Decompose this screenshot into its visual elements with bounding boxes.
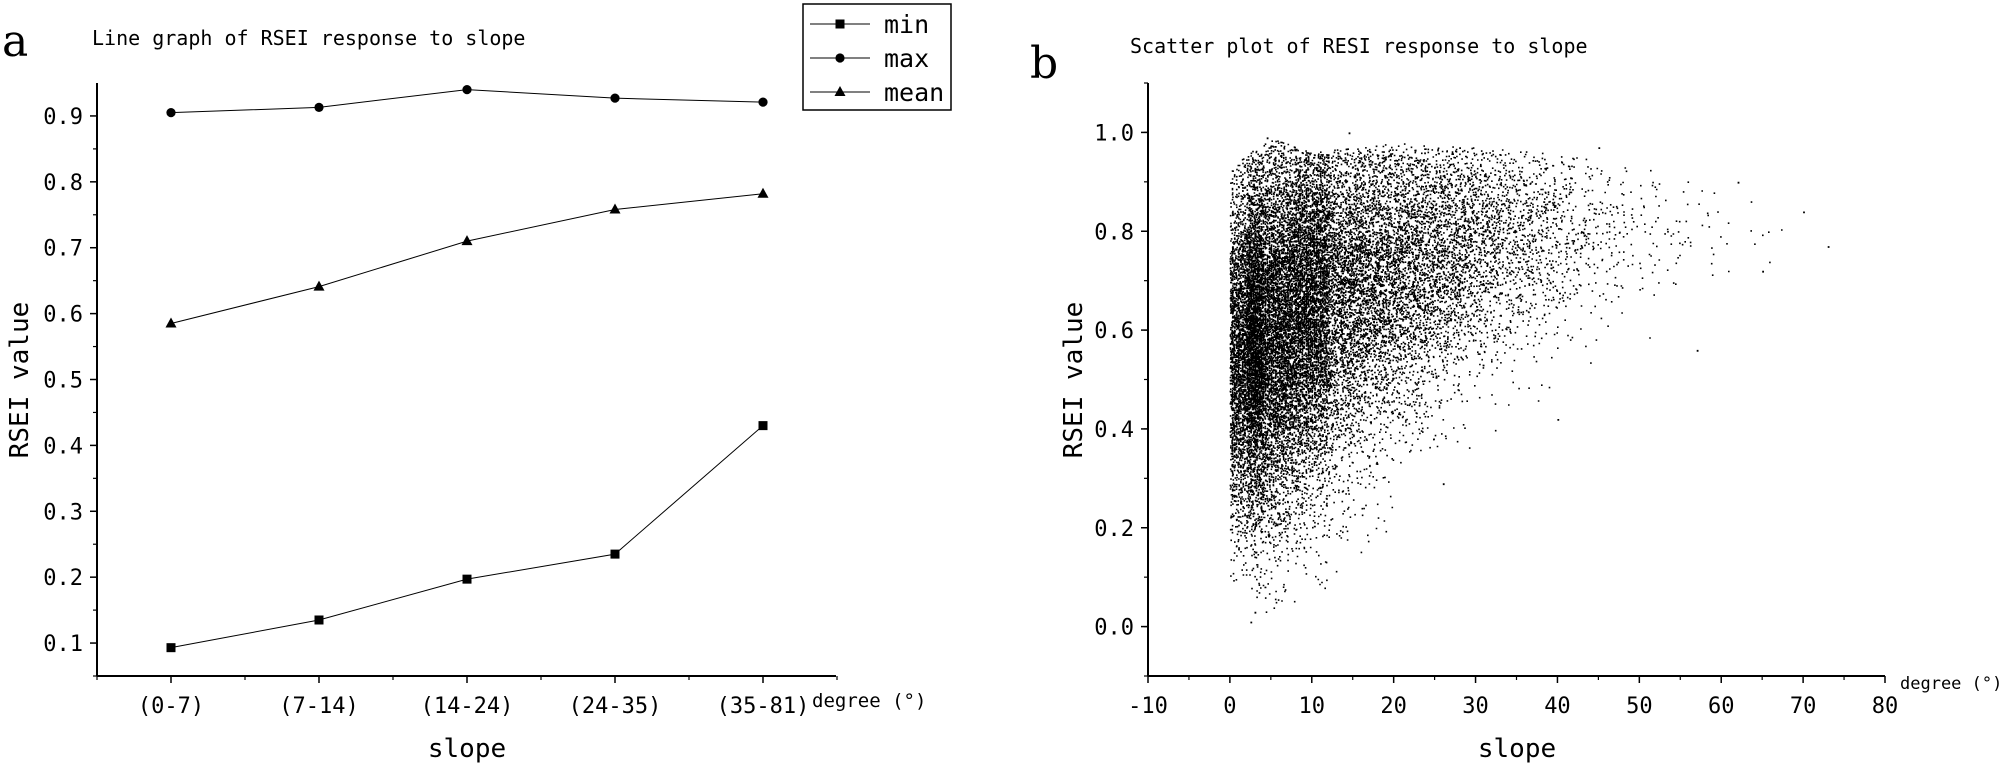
scatter-chart-x-tick-label: 40 bbox=[1544, 694, 1571, 719]
scatter-chart-x-unit: degree (°) bbox=[1900, 674, 2002, 694]
scatter-chart-panel: b Scatter plot of RESI response to slope… bbox=[1030, 34, 2002, 764]
line-chart-y-tick-label: 0.9 bbox=[43, 105, 83, 130]
line-chart-x-axis-title: slope bbox=[428, 734, 506, 764]
line-chart-series bbox=[165, 84, 769, 653]
line-series-mean bbox=[170, 193, 764, 324]
line-point-min bbox=[462, 574, 472, 584]
legend-marker-min bbox=[835, 19, 845, 29]
line-point-mean bbox=[165, 317, 177, 328]
legend-marker-max bbox=[835, 53, 845, 63]
scatter-chart-x-tick-label: 60 bbox=[1708, 694, 1735, 719]
scatter-chart-x-tick-label: 0 bbox=[1223, 694, 1236, 719]
line-chart-x-tick-label: (14-24) bbox=[421, 694, 514, 719]
line-point-max bbox=[462, 84, 472, 95]
line-point-max bbox=[166, 108, 176, 118]
line-point-mean bbox=[313, 280, 325, 291]
line-point-min bbox=[610, 549, 620, 559]
line-chart-panel: a Line graph of RSEI response to slope 0… bbox=[2, 3, 952, 764]
line-chart-y-tick-label: 0.2 bbox=[43, 566, 83, 591]
line-chart-y-tick-label: 0.3 bbox=[43, 500, 83, 525]
line-chart-y-tick-label: 0.6 bbox=[43, 303, 83, 328]
panel-label-a: a bbox=[2, 16, 28, 67]
line-chart-x-tick-label: (24-35) bbox=[569, 694, 662, 719]
scatter-chart-x-tick-label: 20 bbox=[1380, 694, 1407, 719]
legend-label-mean: mean bbox=[884, 78, 944, 107]
line-chart-x-tick-label: (35-81) bbox=[717, 694, 810, 719]
scatter-chart-points bbox=[1229, 132, 1830, 624]
line-chart-y-tick-label: 0.8 bbox=[43, 171, 83, 196]
line-point-max bbox=[314, 102, 324, 112]
scatter-chart-x-axis-title: slope bbox=[1478, 734, 1556, 764]
line-point-mean bbox=[461, 235, 473, 246]
line-point-min bbox=[166, 643, 176, 653]
scatter-chart-y-axis-title: RSEI value bbox=[1059, 302, 1089, 459]
scatter-chart-x-tick-label: 70 bbox=[1790, 694, 1817, 719]
legend-label-max: max bbox=[884, 44, 929, 73]
scatter-chart-axes: 0.0 0.2 0.4 0.6 0.8 1.0 -10 0 10 20 30 40 50 60 70 80 bbox=[1094, 82, 1899, 719]
line-chart-title: Line graph of RSEI response to slope bbox=[92, 26, 525, 50]
line-point-min bbox=[758, 421, 768, 431]
line-chart-x-tick-label: (7-14) bbox=[279, 694, 358, 719]
scatter-chart-x-tick-label: 10 bbox=[1299, 694, 1326, 719]
legend-label-min: min bbox=[884, 10, 929, 39]
scatter-chart-y-tick-label: 0.2 bbox=[1094, 517, 1134, 542]
line-chart-axes: 0.1 0.2 0.3 0.4 0.5 0.6 0.7 0.8 0.9 (0-7) (7-14) (1… bbox=[43, 83, 838, 719]
scatter-chart-x-tick-label: 80 bbox=[1872, 694, 1899, 719]
line-chart-y-tick-label: 0.7 bbox=[43, 237, 83, 262]
line-series-min bbox=[170, 425, 764, 649]
scatter-chart-x-tick-label: -10 bbox=[1128, 694, 1168, 719]
scatter-chart-x-tick-label: 50 bbox=[1626, 694, 1653, 719]
line-chart-y-tick-label: 0.1 bbox=[43, 632, 83, 657]
line-chart-y-tick-label: 0.5 bbox=[43, 369, 83, 394]
panel-label-b: b bbox=[1030, 38, 1058, 89]
line-point-mean bbox=[757, 187, 769, 198]
scatter-chart-x-tick-label: 30 bbox=[1462, 694, 1489, 719]
line-point-max bbox=[610, 93, 620, 103]
scatter-chart-y-tick-label: 0.4 bbox=[1094, 418, 1134, 443]
line-chart-y-tick-label: 0.4 bbox=[43, 434, 83, 459]
line-point-mean bbox=[609, 203, 621, 214]
scatter-chart-y-tick-label: 0.6 bbox=[1094, 319, 1134, 344]
legend-marker-mean bbox=[834, 86, 846, 96]
line-chart-legend: min max mean bbox=[802, 3, 952, 111]
line-point-max bbox=[758, 97, 768, 107]
line-chart-x-unit: degree (°) bbox=[812, 690, 926, 712]
scatter-chart-y-tick-label: 0.8 bbox=[1094, 220, 1134, 245]
scatter-chart-title: Scatter plot of RESI response to slope bbox=[1130, 34, 1588, 58]
line-point-min bbox=[314, 615, 324, 625]
scatter-points bbox=[1229, 132, 1830, 624]
line-chart-y-axis-title: RSEI value bbox=[5, 302, 35, 459]
line-chart-x-tick-label: (0-7) bbox=[138, 694, 204, 719]
scatter-chart-y-tick-label: 1.0 bbox=[1094, 121, 1134, 146]
scatter-chart-y-tick-label: 0.0 bbox=[1094, 616, 1134, 641]
